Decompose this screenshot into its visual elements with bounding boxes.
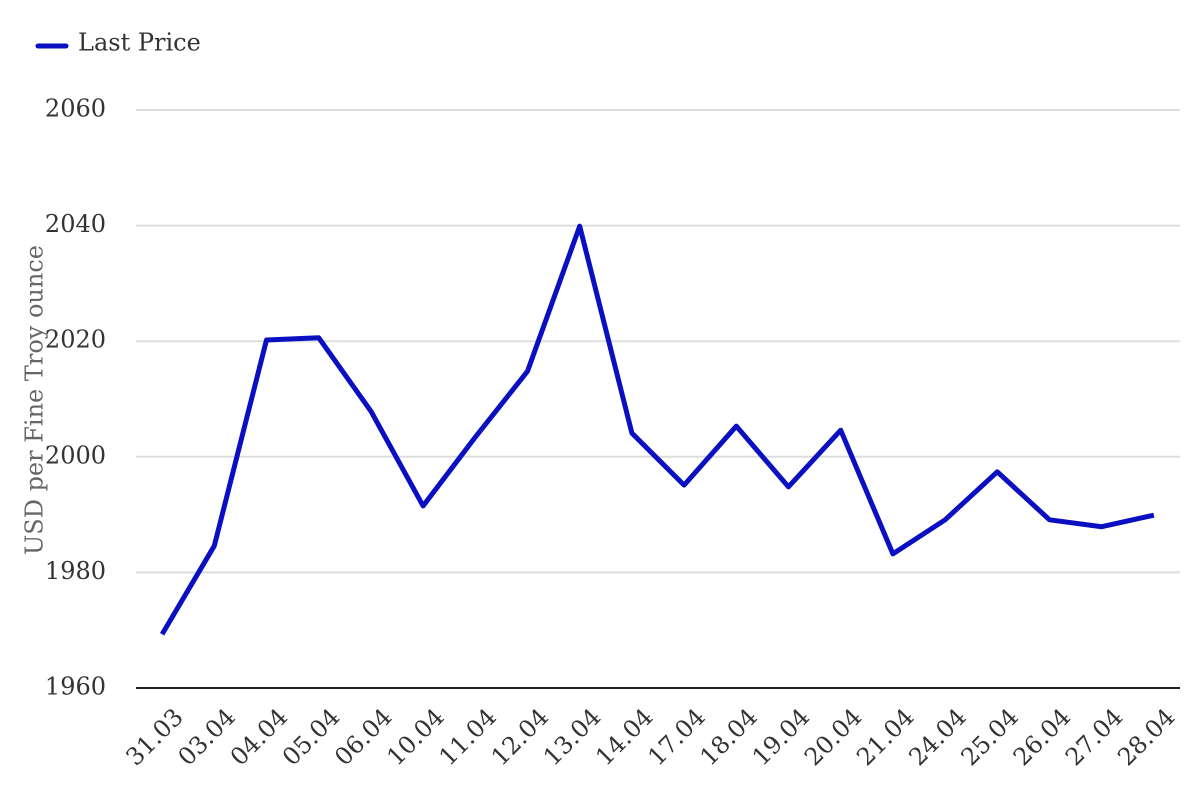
x-tick-label: 10.04 (381, 703, 449, 771)
x-tick-label: 25.04 (956, 703, 1024, 771)
x-tick-label: 04.04 (225, 703, 293, 771)
x-tick-label: 12.04 (486, 703, 554, 771)
x-tick-label: 13.04 (538, 703, 606, 771)
x-tick-label: 21.04 (851, 703, 919, 771)
x-tick-label: 11.04 (434, 703, 502, 771)
y-tick-label: 2000 (45, 441, 106, 469)
x-tick-label: 06.04 (329, 703, 397, 771)
y-axis-label: USD per Fine Troy ounce (21, 245, 49, 555)
legend-label: Last Price (78, 29, 201, 57)
x-tick-label: 14.04 (590, 703, 658, 771)
x-tick-label: 26.04 (1008, 703, 1076, 771)
x-tick-label: 18.04 (695, 703, 763, 771)
y-tick-label: 2060 (45, 95, 106, 123)
line (159, 223, 1155, 636)
y-tick-label: 1980 (45, 557, 106, 585)
x-tick-label: 24.04 (903, 703, 971, 771)
y-tick-label: 1960 (45, 673, 106, 701)
x-tick-label: 31.03 (120, 703, 188, 771)
x-tick-label: 03.04 (173, 703, 241, 771)
y-tick-label: 2020 (45, 326, 106, 354)
x-tick-label: 20.04 (799, 703, 867, 771)
x-tick-label: 05.04 (277, 703, 345, 771)
x-tick-label: 27.04 (1060, 703, 1128, 771)
x-tick-label: 19.04 (747, 703, 815, 771)
x-tick-label: 17.04 (642, 703, 710, 771)
x-tick-label: 28.04 (1112, 703, 1180, 771)
y-tick-label: 2040 (45, 210, 106, 238)
